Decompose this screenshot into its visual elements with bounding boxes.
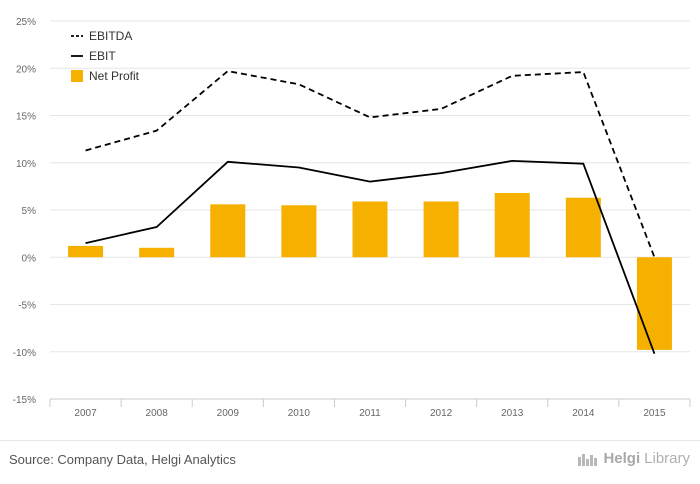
bar-net-profit xyxy=(210,204,246,258)
y-axis: 25% 20% 15% 10% 5% 0% -5% -10% -15% xyxy=(13,17,36,406)
brand-suffix: Library xyxy=(644,450,690,467)
y-tick-label: 25% xyxy=(16,17,36,28)
y-tick-label: -15% xyxy=(13,395,36,406)
x-tick-label: 2009 xyxy=(217,408,240,419)
x-tick-label: 2013 xyxy=(501,408,524,419)
bar-net-profit xyxy=(281,205,317,258)
legend-label-net-profit: Net Profit xyxy=(89,69,140,83)
y-tick-label: 5% xyxy=(22,206,37,217)
brand-logo: Helgi Library xyxy=(577,450,690,467)
x-tick-label: 2007 xyxy=(74,408,97,419)
line-series xyxy=(85,70,656,354)
bar-net-profit xyxy=(636,257,672,350)
legend-label-ebitda: EBITDA xyxy=(89,29,132,43)
bar-net-profit xyxy=(423,201,459,258)
library-icon xyxy=(578,453,598,466)
y-tick-label: -10% xyxy=(13,348,36,359)
legend-label-ebit: EBIT xyxy=(89,49,116,63)
y-tick-label: 20% xyxy=(16,64,36,75)
x-tick-label: 2015 xyxy=(643,408,666,419)
brand-prefix: Helgi xyxy=(603,450,641,467)
legend: EBITDA EBIT Net Profit xyxy=(71,29,140,83)
x-tick-label: 2011 xyxy=(359,408,381,419)
bar-net-profit xyxy=(139,247,175,258)
x-tick-label: 2010 xyxy=(288,408,311,419)
bar-series xyxy=(68,192,672,350)
x-tick-label: 2008 xyxy=(146,408,169,419)
bar-net-profit xyxy=(565,197,601,258)
y-tick-label: 10% xyxy=(16,159,36,170)
source-note: Source: Company Data, Helgi Analytics xyxy=(9,452,236,467)
y-tick-label: 15% xyxy=(16,112,36,123)
x-axis: 2007 2008 2009 2010 2011 2012 2013 2014 2015 xyxy=(49,398,691,419)
legend-symbol-net-profit xyxy=(71,70,83,82)
line-ebit xyxy=(85,159,656,354)
chart: 25% 20% 15% 10% 5% 0% -5% -10% -15% 2007 2008 2009… xyxy=(13,17,691,419)
y-tick-label: -5% xyxy=(18,301,36,312)
bar-net-profit xyxy=(352,201,388,258)
line-ebitda xyxy=(85,70,656,258)
bar-net-profit xyxy=(68,245,104,258)
x-tick-label: 2014 xyxy=(572,408,595,419)
bar-net-profit xyxy=(494,192,530,258)
footer: Source: Company Data, Helgi Analytics He… xyxy=(0,440,700,484)
y-tick-label: 0% xyxy=(22,253,37,264)
x-tick-label: 2012 xyxy=(430,408,453,419)
